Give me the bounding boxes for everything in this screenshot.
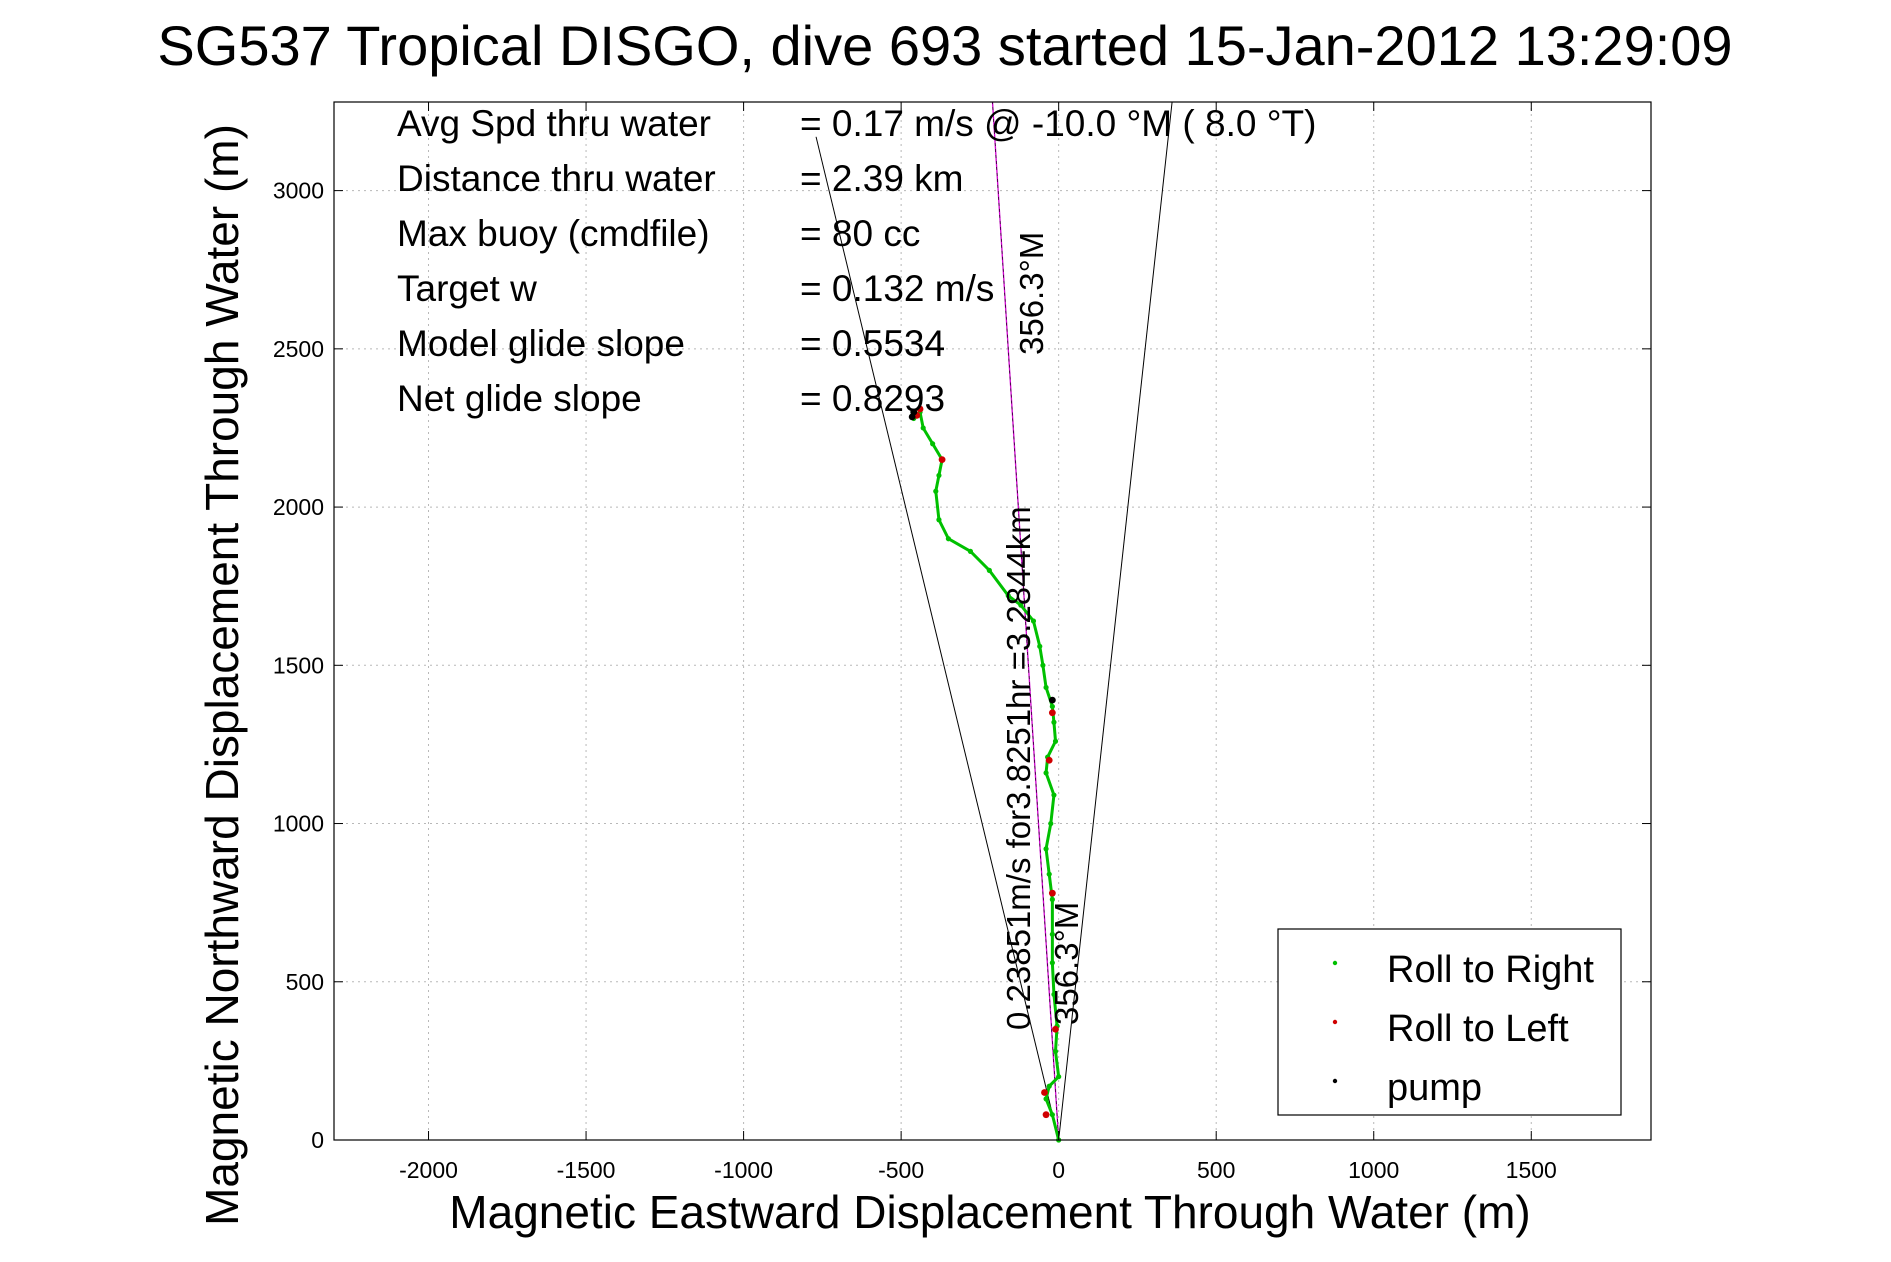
series-layer xyxy=(908,405,1062,1143)
roll-right-point xyxy=(1046,1083,1052,1089)
legend-label-roll-right: Roll to Right xyxy=(1387,949,1594,991)
x-tick-label: 500 xyxy=(1197,1157,1235,1183)
roll-left-point xyxy=(1041,1089,1048,1096)
y-tick-label: 500 xyxy=(286,969,324,995)
x-tick-label: 1000 xyxy=(1348,1157,1399,1183)
x-tick-label: 0 xyxy=(1052,1157,1065,1183)
y-tick-label: 1000 xyxy=(273,811,324,837)
stat-value-avg-speed: = 0.17 m/s @ -10.0 °M ( 8.0 °T) xyxy=(800,103,1316,144)
roll-right-point xyxy=(1049,960,1055,966)
cone-line-right xyxy=(1058,101,1173,1141)
y-tick-label: 0 xyxy=(311,1127,324,1153)
roll-left-point xyxy=(1042,1111,1050,1119)
y-tick-label: 2500 xyxy=(273,336,324,362)
roll-right-point xyxy=(945,536,951,542)
roll-right-point xyxy=(1049,703,1055,710)
roll-right-point xyxy=(1051,991,1057,998)
roll-left-point xyxy=(1048,709,1056,717)
roll-right-point xyxy=(1056,1074,1062,1080)
legend-label-roll-left: Roll to Left xyxy=(1387,1008,1569,1050)
stat-value-distance: = 2.39 km xyxy=(800,158,964,199)
y-tick-label: 3000 xyxy=(273,178,324,204)
x-tick-label: -2000 xyxy=(399,1157,458,1183)
roll-right-point xyxy=(1043,1096,1049,1102)
pump-point xyxy=(1048,696,1056,704)
roll-right-point xyxy=(1049,896,1055,903)
heading-label-bottom: 356.3°M xyxy=(1048,902,1085,1025)
x-axis-label: Magnetic Eastward Displacement Through W… xyxy=(449,1186,1530,1238)
roll-right-point xyxy=(936,517,942,523)
y-tick-label: 2000 xyxy=(273,494,324,520)
roll-right-point xyxy=(1037,643,1043,649)
roll-right-point xyxy=(933,488,939,494)
stat-label-distance: Distance thru water xyxy=(397,158,716,199)
legend-marker-pump xyxy=(1332,1078,1338,1084)
roll-right-point xyxy=(1048,820,1054,827)
roll-right-point xyxy=(1051,792,1057,798)
y-tick-label: 1500 xyxy=(273,652,324,678)
x-tick-label: -500 xyxy=(878,1157,924,1183)
roll-right-point xyxy=(1030,618,1037,624)
tick-layer: -2000 -1500 -1000 -500 0 500 1000 1500 0 500 1000 1… xyxy=(273,102,1651,1183)
stat-label-model-glide: Model glide slope xyxy=(397,323,685,364)
legend-marker-roll-right xyxy=(1332,960,1338,966)
roll-right-point xyxy=(1005,593,1011,599)
stat-label-avg-speed: Avg Spd thru water xyxy=(397,103,711,144)
roll-left-point xyxy=(1048,889,1056,897)
roll-left-point xyxy=(916,405,924,413)
heading-cone xyxy=(815,101,1173,1141)
roll-right-point xyxy=(1049,931,1055,937)
heading-label-top: 356.3°M xyxy=(1013,232,1050,355)
roll-right-point xyxy=(936,472,942,479)
roll-right-point xyxy=(967,548,974,554)
legend-label-pump: pump xyxy=(1387,1067,1482,1109)
stat-value-target-w: = 0.132 m/s xyxy=(800,268,994,309)
roll-right-point xyxy=(1043,846,1049,852)
roll-right-point xyxy=(1040,662,1046,668)
roll-right-point xyxy=(1049,1112,1055,1118)
y-axis-label: Magnetic Northward Displacement Through … xyxy=(196,124,248,1226)
stat-value-model-glide: = 0.5534 xyxy=(800,323,945,364)
stat-value-max-buoy: = 80 cc xyxy=(800,213,920,254)
roll-right-point xyxy=(1043,770,1049,776)
roll-right-point xyxy=(986,567,992,573)
roll-left-point xyxy=(1052,1025,1059,1033)
stat-label-target-w: Target w xyxy=(397,268,537,309)
roll-right-point xyxy=(1046,871,1052,877)
x-tick-label: 1500 xyxy=(1506,1157,1557,1183)
stat-value-net-glide: = 0.8293 xyxy=(800,378,945,419)
legend-marker-roll-left xyxy=(1332,1019,1338,1025)
stat-label-net-glide: Net glide slope xyxy=(397,378,642,419)
chart-title: SG537 Tropical DISGO, dive 693 started 1… xyxy=(157,14,1732,77)
heading-line-dash xyxy=(992,101,1059,1141)
stats-block: Avg Spd thru water = 0.17 m/s @ -10.0 °M… xyxy=(397,103,1316,419)
roll-right-point xyxy=(1043,684,1049,691)
stat-label-max-buoy: Max buoy (cmdfile) xyxy=(397,213,710,254)
speed-distance-label: 0.23851m/s for3.8251hr =3.2844km xyxy=(1000,506,1037,1030)
axes-box xyxy=(333,101,1652,1141)
roll-right-point xyxy=(920,425,926,431)
roll-right-point xyxy=(1052,1048,1059,1054)
roll-right-point xyxy=(1051,719,1057,725)
roll-right-point xyxy=(930,441,936,447)
roll-right-point xyxy=(1018,602,1024,608)
legend: Roll to Right Roll to Left pump xyxy=(1277,928,1622,1116)
roll-left-point xyxy=(1045,756,1053,764)
cone-line-left xyxy=(815,136,1060,1141)
x-tick-label: -1500 xyxy=(557,1157,616,1183)
x-tick-label: -1000 xyxy=(714,1157,773,1183)
roll-right-point xyxy=(1052,738,1059,744)
roll-left-point xyxy=(938,456,946,464)
pump-point xyxy=(910,408,918,416)
